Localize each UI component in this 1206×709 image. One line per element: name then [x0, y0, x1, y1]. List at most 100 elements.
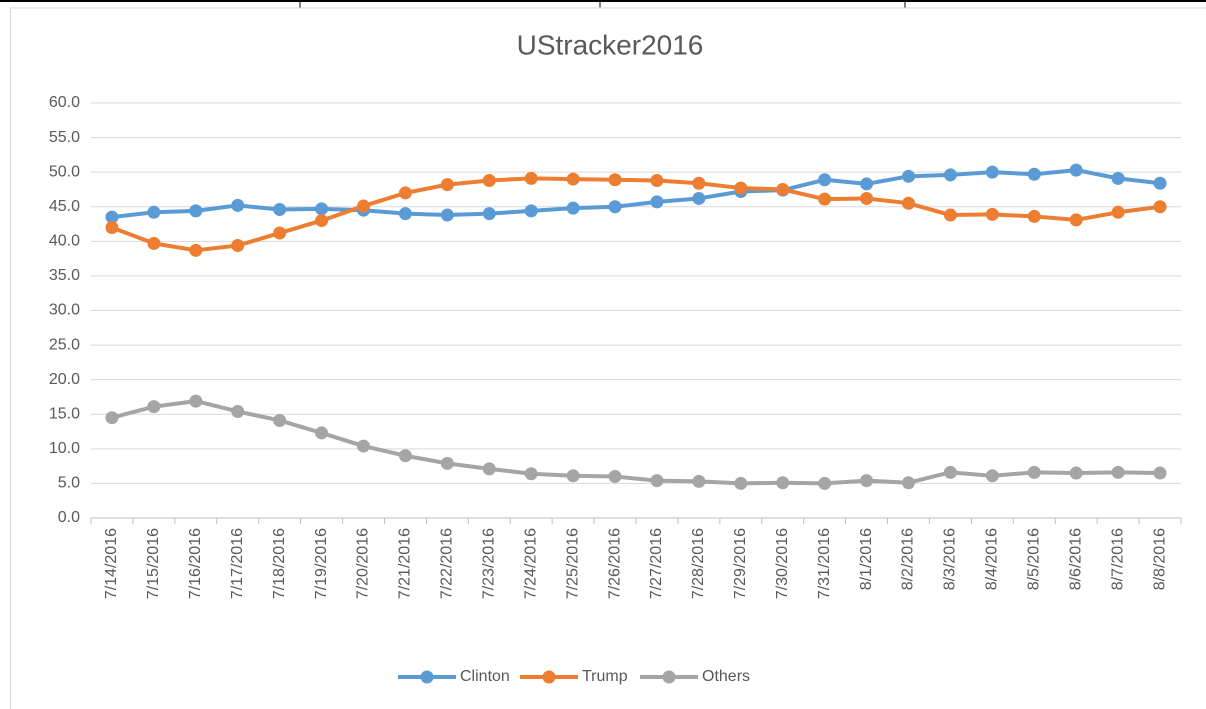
- point: [776, 182, 790, 196]
- y-tick-label: 10.0: [49, 440, 80, 457]
- point: [734, 181, 748, 195]
- point: [273, 226, 287, 240]
- x-tick-label: 8/4/2016: [984, 528, 1001, 590]
- point: [147, 205, 161, 219]
- series-line: [111, 176, 1161, 253]
- point: [1111, 465, 1125, 479]
- y-tick-label: 15.0: [49, 405, 80, 422]
- point: [608, 470, 622, 483]
- point: [650, 195, 664, 209]
- point: [818, 192, 832, 206]
- point: [692, 176, 706, 190]
- y-tick-label: 30.0: [49, 302, 80, 319]
- point: [943, 465, 957, 479]
- point: [650, 173, 664, 187]
- point: [524, 204, 538, 218]
- legend-label: Others: [702, 668, 750, 685]
- chart-title: UStracker2016: [517, 29, 704, 60]
- x-tick-label: 7/22/2016: [439, 528, 456, 599]
- point: [189, 204, 203, 218]
- point: [315, 214, 329, 228]
- x-tick-label: 8/1/2016: [858, 528, 875, 590]
- x-tick-label: 7/24/2016: [522, 528, 539, 599]
- point: [147, 236, 161, 250]
- point: [943, 168, 957, 182]
- point: [776, 476, 790, 490]
- point: [273, 413, 287, 427]
- point: [1153, 176, 1167, 190]
- point: [231, 238, 245, 252]
- point: [1027, 209, 1041, 223]
- point: [902, 196, 915, 210]
- point: [1111, 171, 1125, 185]
- point: [524, 467, 538, 481]
- point: [315, 426, 329, 440]
- point: [231, 404, 245, 418]
- point: [357, 439, 370, 453]
- point: [357, 199, 370, 213]
- point: [482, 173, 496, 187]
- point: [440, 178, 454, 192]
- legend-marker: [542, 670, 556, 684]
- x-tick-label: 7/29/2016: [732, 528, 749, 599]
- x-tick-label: 8/2/2016: [900, 528, 917, 590]
- point: [1069, 466, 1083, 480]
- point: [1027, 465, 1041, 479]
- legend-label: Clinton: [460, 668, 510, 685]
- legend-marker: [420, 670, 434, 684]
- x-tick-label: 7/30/2016: [774, 528, 791, 599]
- point: [398, 449, 412, 463]
- x-tick-label: 7/15/2016: [145, 528, 162, 599]
- x-tick-label: 7/17/2016: [229, 528, 246, 599]
- point: [1027, 167, 1041, 181]
- point: [105, 221, 119, 234]
- point: [273, 203, 287, 217]
- point: [1069, 163, 1083, 177]
- point: [482, 462, 496, 476]
- point: [692, 474, 706, 488]
- x-tick-label: 7/27/2016: [648, 528, 665, 599]
- point: [1153, 200, 1167, 214]
- x-tick-label: 7/23/2016: [480, 528, 497, 599]
- y-tick-label: 40.0: [49, 233, 80, 250]
- point: [860, 177, 874, 191]
- x-tick-label: 8/7/2016: [1109, 528, 1126, 590]
- point: [398, 207, 412, 221]
- point: [105, 411, 119, 425]
- point: [860, 191, 874, 205]
- point: [985, 165, 999, 179]
- point: [692, 191, 706, 205]
- point: [1153, 466, 1167, 480]
- point: [231, 198, 245, 212]
- point: [1069, 213, 1083, 227]
- x-tick-label: 8/8/2016: [1151, 528, 1168, 590]
- y-tick-label: 50.0: [49, 163, 80, 180]
- x-tick-label: 7/14/2016: [103, 528, 120, 599]
- point: [818, 173, 832, 187]
- point: [524, 171, 538, 185]
- point: [566, 469, 580, 483]
- point: [943, 208, 957, 222]
- point: [608, 200, 622, 214]
- y-tick-label: 55.0: [49, 129, 80, 146]
- point: [985, 469, 999, 483]
- point: [189, 394, 203, 408]
- x-tick-label: 7/19/2016: [313, 528, 330, 599]
- point: [985, 207, 999, 221]
- point: [566, 172, 580, 186]
- point: [608, 173, 622, 187]
- y-tick-label: 60.0: [49, 94, 80, 111]
- y-tick-label: 0.0: [58, 509, 80, 526]
- legend-marker: [662, 670, 676, 684]
- y-tick-label: 20.0: [49, 371, 80, 388]
- x-tick-label: 7/25/2016: [564, 528, 581, 599]
- x-tick-label: 7/21/2016: [397, 528, 414, 599]
- point: [566, 201, 580, 215]
- x-tick-label: 7/20/2016: [355, 528, 372, 599]
- x-tick-label: 8/3/2016: [942, 528, 959, 590]
- x-tick-label: 8/6/2016: [1067, 528, 1084, 590]
- point: [189, 243, 203, 257]
- x-tick-label: 7/28/2016: [690, 528, 707, 599]
- point: [650, 474, 664, 488]
